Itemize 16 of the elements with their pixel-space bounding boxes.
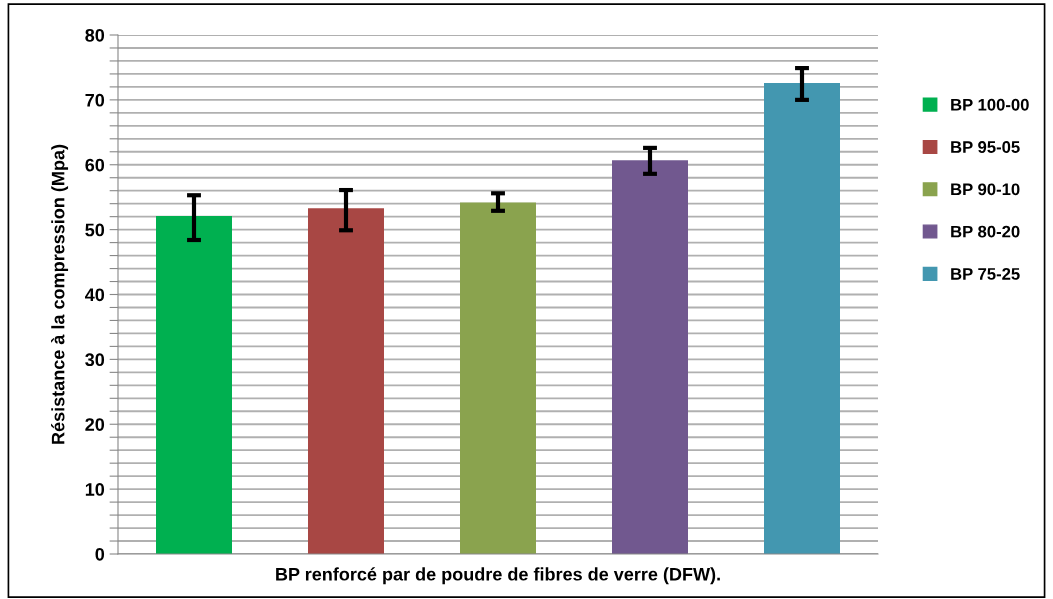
y-tick-label: 60 bbox=[85, 158, 105, 172]
y-tick-label: 0 bbox=[95, 547, 105, 561]
y-tick-label: 20 bbox=[85, 418, 105, 431]
y-tick-label: 30 bbox=[85, 353, 105, 367]
legend-label: BP 90-10 bbox=[951, 183, 1020, 196]
y-axis-title: Résistance à la compression (Mpa) bbox=[51, 144, 69, 444]
y-tick-label: 50 bbox=[85, 223, 105, 237]
y-tick-label: 80 bbox=[85, 28, 105, 42]
y-tick-label: 10 bbox=[85, 483, 105, 496]
legend-label: BP 75-25 bbox=[951, 268, 1020, 280]
legend-label: BP 100-00 bbox=[951, 98, 1029, 111]
legend-label: BP 80-20 bbox=[951, 225, 1020, 238]
y-tick-label: 70 bbox=[85, 93, 105, 107]
y-tick-label: 40 bbox=[85, 288, 105, 302]
legend-label: BP 95-05 bbox=[951, 141, 1020, 153]
x-axis-title: BP renforcé par de poudre de fibres de verre (DFW). bbox=[276, 567, 720, 585]
